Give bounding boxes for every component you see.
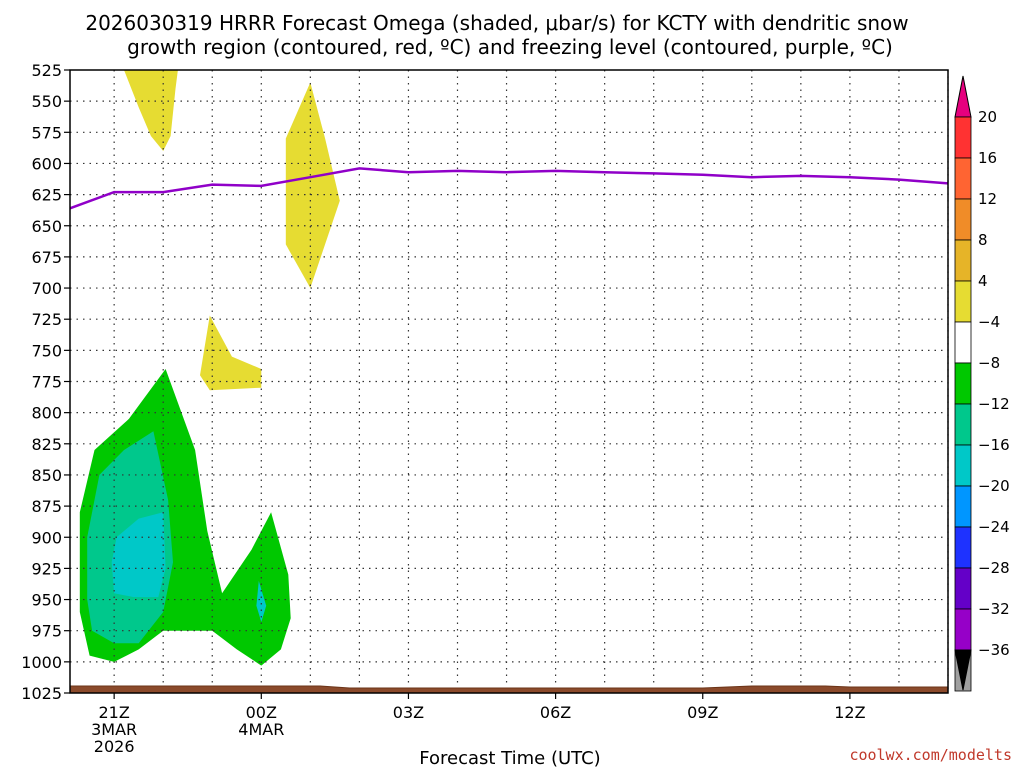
colorbar-label: 12	[978, 190, 997, 208]
y-tick-label: 825	[31, 435, 62, 454]
y-tick-label: 525	[31, 61, 62, 80]
colorbar-swatch	[954, 321, 972, 364]
y-tick-label: 975	[31, 622, 62, 641]
y-tick-label: 600	[31, 154, 62, 173]
colorbar-label: −16	[978, 436, 1010, 454]
y-tick-label: 950	[31, 591, 62, 610]
colorbar-swatch	[954, 567, 972, 610]
x-tick-label: 2026	[94, 737, 135, 756]
site-credit: coolwx.com/modelts	[849, 746, 1012, 764]
x-tick-label: 09Z	[687, 703, 718, 722]
y-tick-label: 850	[31, 466, 62, 485]
x-tick-label: 03Z	[393, 703, 424, 722]
colorbar-label: −20	[978, 477, 1010, 495]
colorbar-swatch	[954, 157, 972, 200]
y-tick-label: 725	[31, 310, 62, 329]
omega-region-1	[285, 82, 340, 288]
colorbar-swatch	[954, 362, 972, 405]
colorbar-top-arrow	[954, 75, 972, 118]
ground-surface	[69, 685, 949, 694]
y-tick-label: 625	[31, 186, 62, 205]
colorbar-label: 8	[978, 231, 988, 249]
omega-region-0	[124, 70, 178, 151]
colorbar-swatch	[954, 403, 972, 446]
y-tick-label: 875	[31, 497, 62, 516]
freezing-level-contour	[69, 167, 949, 210]
colorbar-label: −32	[978, 600, 1010, 618]
omega-region-2	[200, 315, 262, 391]
colorbar-label: −12	[978, 395, 1010, 413]
colorbar-swatch	[954, 485, 972, 528]
y-tick-label: 750	[31, 341, 62, 360]
y-tick-label: 700	[31, 279, 62, 298]
omega-region-5	[111, 512, 166, 598]
colorbar-swatch	[954, 116, 972, 159]
x-tick-label: 4MAR	[238, 720, 284, 739]
chart-title-line2: growth region (contoured, red, ºC) and f…	[127, 35, 893, 59]
colorbar-label: 16	[978, 149, 997, 167]
chart-title-line1: 2026030319 HRRR Forecast Omega (shaded, …	[85, 11, 908, 35]
colorbar-swatch	[954, 526, 972, 569]
y-tick-label: 800	[31, 404, 62, 423]
colorbar-legend: 20 16 12 8 4 −4 −8 −12 −16 −20 −24 −28 −32 −36	[954, 75, 1010, 692]
y-tick-label: 575	[31, 123, 62, 142]
colorbar-label: −8	[978, 354, 1000, 372]
y-axis-pressure: 525 550 575 600 625 650 675 700 725 750 775 800 825 8…	[21, 61, 70, 703]
colorbar-swatch	[954, 444, 972, 487]
colorbar-swatch	[954, 280, 972, 323]
colorbar-label: 20	[978, 108, 997, 126]
y-tick-label: 775	[31, 373, 62, 392]
colorbar-swatch	[954, 608, 972, 651]
y-tick-label: 1000	[21, 653, 62, 672]
colorbar-label: −36	[978, 641, 1010, 659]
x-tick-label: 12Z	[834, 703, 865, 722]
colorbar-label: −4	[978, 313, 1000, 331]
y-tick-label: 900	[31, 528, 62, 547]
x-axis-label: Forecast Time (UTC)	[419, 748, 600, 768]
colorbar-label: −24	[978, 518, 1010, 536]
x-tick-label: 21Z	[98, 703, 129, 722]
y-tick-label: 675	[31, 248, 62, 267]
x-tick-label: 00Z	[246, 703, 277, 722]
y-tick-label: 550	[31, 92, 62, 111]
omega-region-6	[256, 580, 267, 622]
colorbar-label: −28	[978, 559, 1010, 577]
omega-shading-layer	[79, 70, 340, 666]
y-tick-label: 925	[31, 559, 62, 578]
colorbar-bottom-arrow	[954, 649, 972, 691]
colorbar-swatch	[954, 239, 972, 282]
x-tick-label: 06Z	[540, 703, 571, 722]
colorbar-label: 4	[978, 272, 988, 290]
y-tick-label: 1025	[21, 684, 62, 703]
y-tick-label: 650	[31, 217, 62, 236]
x-tick-label: 3MAR	[91, 720, 137, 739]
colorbar-swatch	[954, 198, 972, 241]
